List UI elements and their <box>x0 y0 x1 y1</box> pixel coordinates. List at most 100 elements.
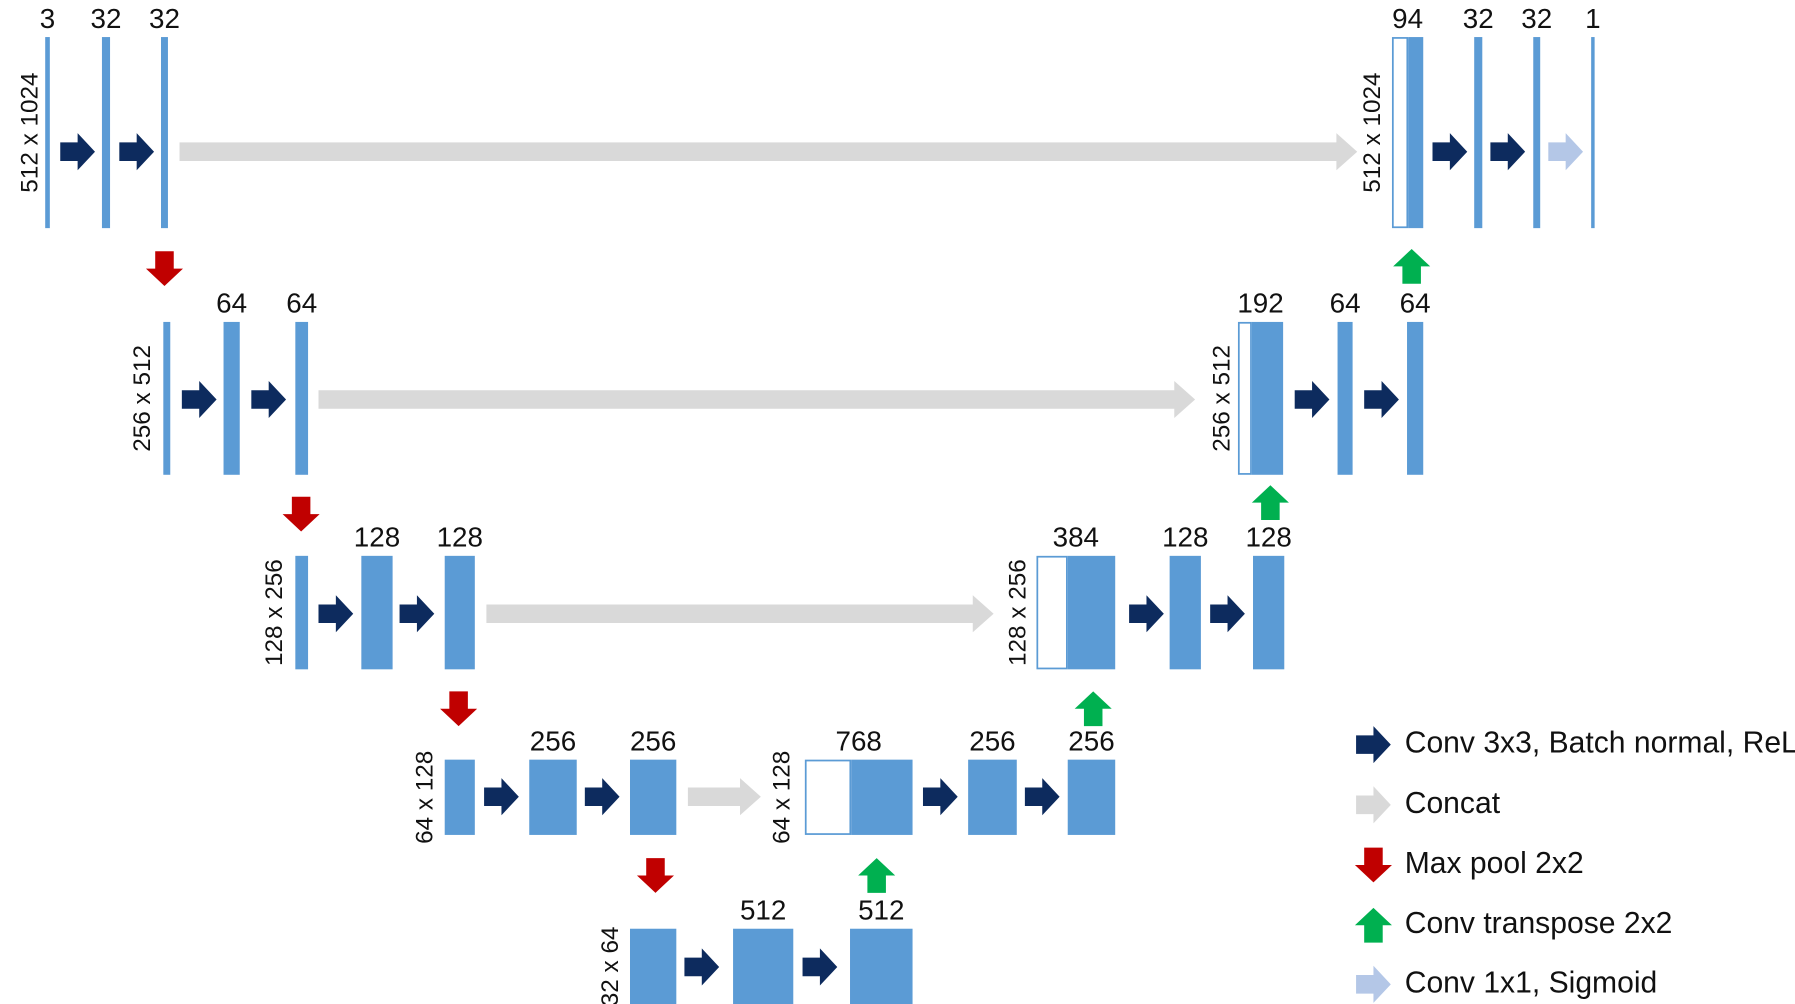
channel-label: 512 <box>858 894 904 925</box>
concat-arrow <box>486 595 994 633</box>
max-pool-arrow <box>1354 847 1392 883</box>
feature-block <box>1067 555 1116 670</box>
size-label: 128 x 256 <box>1005 559 1032 666</box>
conv-transpose-arrow <box>1354 907 1392 943</box>
size-label: 64 x 128 <box>768 751 795 844</box>
channel-label: 128 <box>1162 522 1208 553</box>
channel-label: 128 <box>437 522 483 553</box>
feature-block <box>1169 555 1201 670</box>
conv-transpose-arrow <box>1074 691 1112 727</box>
feature-block <box>45 37 50 229</box>
feature-block <box>1533 37 1541 229</box>
feature-block <box>1408 37 1424 229</box>
feature-block <box>1253 555 1285 670</box>
feature-block <box>629 759 677 835</box>
feature-block <box>1474 37 1483 229</box>
feature-block <box>223 321 240 475</box>
conv-arrow <box>181 380 217 419</box>
size-label: 256 x 512 <box>1208 345 1235 452</box>
feature-block <box>444 759 475 835</box>
channel-label: 64 <box>1400 288 1431 319</box>
concat-block-empty <box>804 759 852 835</box>
conv-arrow <box>60 133 95 171</box>
conv-arrow <box>584 778 620 816</box>
channel-label: 128 <box>1245 522 1291 553</box>
channel-label: 64 <box>216 288 247 319</box>
conv-arrow <box>399 595 435 633</box>
feature-block <box>1591 37 1595 229</box>
sigmoid-arrow <box>1548 133 1584 171</box>
channel-label: 32 <box>1463 3 1494 34</box>
conv-transpose-arrow <box>1393 248 1431 284</box>
channel-label: 1 <box>1585 3 1600 34</box>
conv-arrow <box>251 380 287 419</box>
max-pool-arrow <box>440 691 478 727</box>
max-pool-arrow <box>636 858 675 893</box>
size-label: 32 x 64 <box>597 927 624 1004</box>
channel-label: 256 <box>530 725 576 756</box>
channel-label: 64 <box>1330 288 1361 319</box>
feature-block <box>444 555 475 670</box>
conv-arrow <box>802 948 838 986</box>
size-label: 64 x 128 <box>412 751 439 844</box>
feature-block <box>295 555 309 670</box>
conv-arrow <box>1294 380 1330 419</box>
conv-arrow <box>1210 595 1245 633</box>
channel-label: 384 <box>1053 522 1099 553</box>
conv-arrow <box>684 948 720 986</box>
size-label: 512 x 1024 <box>1359 72 1386 192</box>
channel-label: 256 <box>630 725 676 756</box>
concat-arrow <box>687 778 761 816</box>
feature-block <box>161 37 168 229</box>
feature-block <box>1407 321 1424 475</box>
channel-label: 768 <box>836 725 882 756</box>
conv-arrow <box>318 595 354 633</box>
conv-arrow <box>1364 380 1399 419</box>
legend-label: Conv 1x1, Sigmoid <box>1405 966 1658 999</box>
legend-label: Conv 3x3, Batch normal, ReLU <box>1405 727 1795 760</box>
channel-label: 32 <box>91 3 122 34</box>
conv-arrow <box>119 133 155 171</box>
feature-block <box>101 37 111 229</box>
size-label: 128 x 256 <box>261 559 288 666</box>
feature-block <box>968 759 1017 835</box>
feature-block <box>163 321 171 475</box>
feature-block <box>1067 759 1116 835</box>
feature-block <box>629 928 677 1004</box>
channel-label: 64 <box>286 288 317 319</box>
conv-transpose-arrow <box>858 858 896 893</box>
concat-arrow <box>179 133 1358 171</box>
conv-transpose-arrow <box>1251 485 1289 520</box>
channel-label: 32 <box>1521 3 1552 34</box>
channel-label: 94 <box>1392 3 1423 34</box>
feature-block <box>1337 321 1353 475</box>
conv-arrow <box>1129 595 1164 633</box>
conv-arrow <box>1490 133 1526 171</box>
channel-label: 192 <box>1237 288 1283 319</box>
channel-label: 256 <box>969 725 1015 756</box>
conv-arrow <box>484 778 519 816</box>
size-label: 512 x 1024 <box>17 72 44 192</box>
channel-label: 128 <box>354 522 400 553</box>
legend-label: Max pool 2x2 <box>1405 847 1584 880</box>
legend-icon <box>1356 965 1391 1003</box>
feature-block <box>361 555 393 670</box>
channel-label: 256 <box>1068 725 1114 756</box>
legend-icon <box>1356 726 1391 764</box>
max-pool-arrow <box>282 496 320 532</box>
concat-arrow <box>318 380 1196 419</box>
feature-block <box>1251 321 1284 475</box>
channel-label: 32 <box>149 3 180 34</box>
feature-block <box>850 928 913 1004</box>
max-pool-arrow <box>145 251 184 287</box>
feature-block <box>733 928 794 1004</box>
feature-block <box>851 759 913 835</box>
concat-block-empty <box>1036 555 1068 670</box>
legend-icon <box>1356 786 1391 824</box>
feature-block <box>295 321 309 475</box>
legend-label: Concat <box>1405 787 1501 820</box>
feature-block <box>529 759 577 835</box>
conv-arrow <box>922 778 958 816</box>
